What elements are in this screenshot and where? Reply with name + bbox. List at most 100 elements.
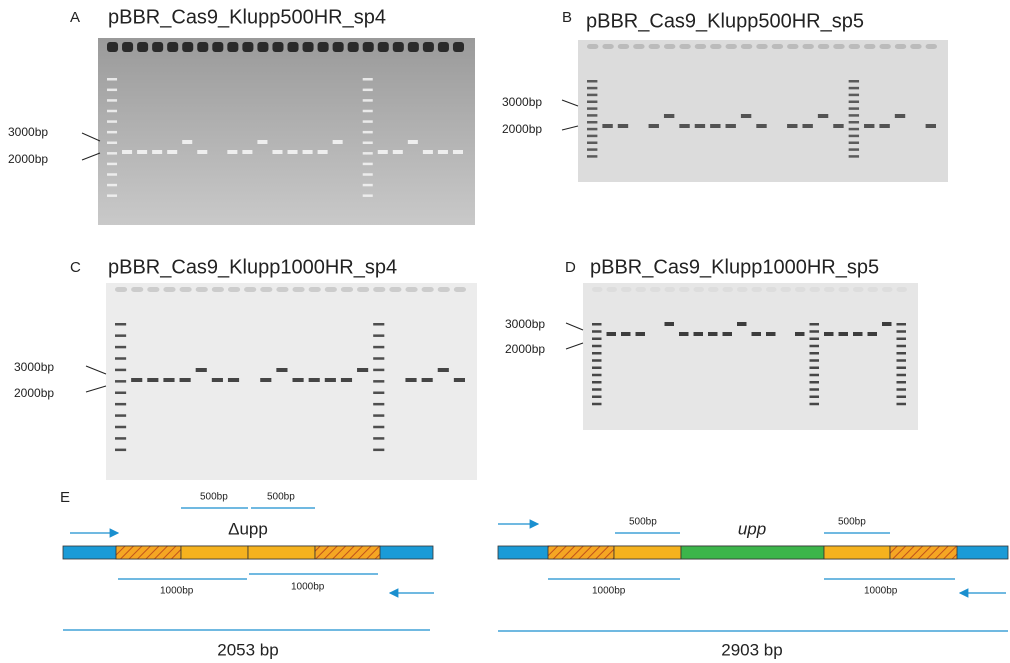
gel-band (340, 378, 353, 382)
ladder-band (115, 380, 127, 383)
gel-well (853, 287, 864, 292)
gel-band (693, 332, 703, 336)
marker-line (85, 385, 107, 393)
ladder-band (848, 155, 860, 158)
gel-band (302, 150, 313, 154)
ladder-band (115, 437, 127, 440)
arm-label: 500bp (267, 492, 295, 503)
marker-label: 3000bp (505, 317, 545, 331)
gel-well (227, 42, 239, 52)
gel-band (795, 332, 805, 336)
ladder-band (809, 359, 819, 362)
gel-well (882, 287, 893, 292)
gel-band (710, 124, 721, 128)
ladder-band (592, 359, 602, 362)
gel-well (347, 42, 359, 52)
ladder-band (115, 391, 127, 394)
ladder-band (107, 194, 118, 197)
gel-band (725, 124, 736, 128)
gel-band (227, 378, 240, 382)
gel-well (340, 287, 354, 292)
gel-well (740, 44, 753, 49)
gel-well (925, 44, 937, 49)
panel-title: pBBR_Cas9_Klupp500HR_sp5 (586, 10, 864, 32)
gel-band (679, 124, 690, 128)
gel-band (853, 332, 863, 336)
gel-band (606, 332, 616, 336)
gel-well (679, 287, 690, 292)
ladder-band (373, 391, 385, 394)
gene-label: upp (738, 519, 766, 538)
gel-well (592, 287, 603, 292)
ladder-band (848, 100, 860, 103)
ladder-band (362, 141, 373, 144)
ladder-band (115, 425, 127, 429)
arm-label: 500bp (838, 517, 866, 528)
marker-label: 2000bp (8, 152, 48, 166)
gel-band (182, 140, 193, 144)
gel-well (272, 42, 284, 52)
homology-arm (889, 545, 958, 560)
gel-band (147, 378, 159, 382)
ladder-band (809, 366, 819, 369)
gel-well (211, 287, 224, 292)
gel-band (437, 368, 449, 372)
gel-band (131, 378, 143, 382)
ladder-band (362, 88, 373, 92)
gel-band (882, 322, 892, 326)
ladder-band (107, 78, 118, 81)
ladder-band (373, 414, 385, 417)
ladder-band (592, 381, 602, 384)
gel-well (751, 287, 762, 292)
gel-well (357, 287, 370, 292)
gel-well (332, 42, 344, 52)
gel-well (722, 287, 733, 292)
ladder-band (592, 388, 602, 391)
ladder-band (362, 162, 373, 166)
gel-band (179, 378, 191, 382)
ladder-band (373, 334, 385, 337)
ladder-band (587, 134, 598, 138)
gel-well (152, 42, 164, 52)
panel-title: pBBR_Cas9_Klupp1000HR_sp5 (590, 256, 879, 278)
size-label: 2903 bp (721, 640, 782, 659)
gel-well (167, 42, 179, 52)
gel-well (708, 287, 719, 292)
gel-well (602, 44, 614, 49)
ladder-band (848, 141, 860, 144)
gel-band (167, 150, 178, 154)
panel-letter: D (565, 259, 576, 276)
gel-band (227, 150, 238, 154)
arm-label: 1000bp (864, 586, 898, 597)
gel-well (617, 44, 630, 49)
ladder-band (896, 402, 906, 406)
gene-label: Δupp (228, 519, 268, 538)
gel-band (377, 150, 388, 154)
gel-band (802, 124, 813, 128)
gel-well (587, 44, 599, 49)
gel-well (182, 42, 194, 52)
gel-well (756, 44, 768, 49)
gel-well (824, 287, 835, 292)
ladder-band (587, 141, 598, 144)
marker-line (565, 322, 584, 331)
gel-band (679, 332, 689, 336)
gel-band (766, 332, 776, 336)
gel-well (838, 287, 849, 292)
homology-arm (823, 545, 891, 560)
gel-well (694, 44, 707, 49)
ladder-band (809, 323, 819, 326)
gel-well (179, 287, 192, 292)
gel-well (373, 287, 386, 292)
gel-well (606, 287, 617, 292)
gel-well (817, 44, 830, 49)
ladder-band (373, 448, 385, 452)
ladder-band (896, 395, 906, 398)
gel-well (421, 287, 434, 292)
ladder-band (115, 323, 127, 326)
gel-well (879, 44, 891, 49)
ladder-band (848, 86, 860, 90)
gel-band (864, 124, 875, 128)
gel-well (292, 287, 305, 292)
panel-letter: B (562, 9, 572, 26)
